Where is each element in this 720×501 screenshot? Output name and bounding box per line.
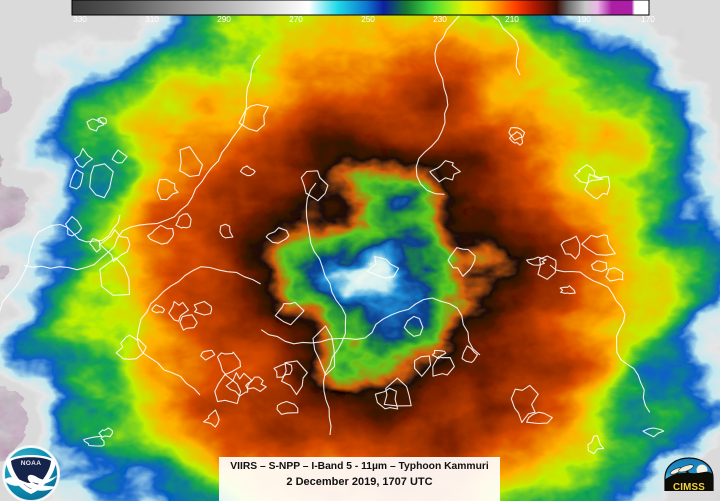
svg-text:170: 170 bbox=[641, 14, 655, 24]
svg-text:CIMSS: CIMSS bbox=[673, 482, 705, 493]
svg-text:290: 290 bbox=[217, 14, 231, 24]
svg-text:330: 330 bbox=[73, 14, 87, 24]
svg-text:NOAA: NOAA bbox=[21, 460, 42, 467]
svg-text:210: 210 bbox=[505, 14, 519, 24]
svg-text:270: 270 bbox=[289, 14, 303, 24]
svg-text:190: 190 bbox=[577, 14, 591, 24]
svg-text:230: 230 bbox=[433, 14, 447, 24]
svg-text:250: 250 bbox=[361, 14, 375, 24]
svg-text:310: 310 bbox=[145, 14, 159, 24]
